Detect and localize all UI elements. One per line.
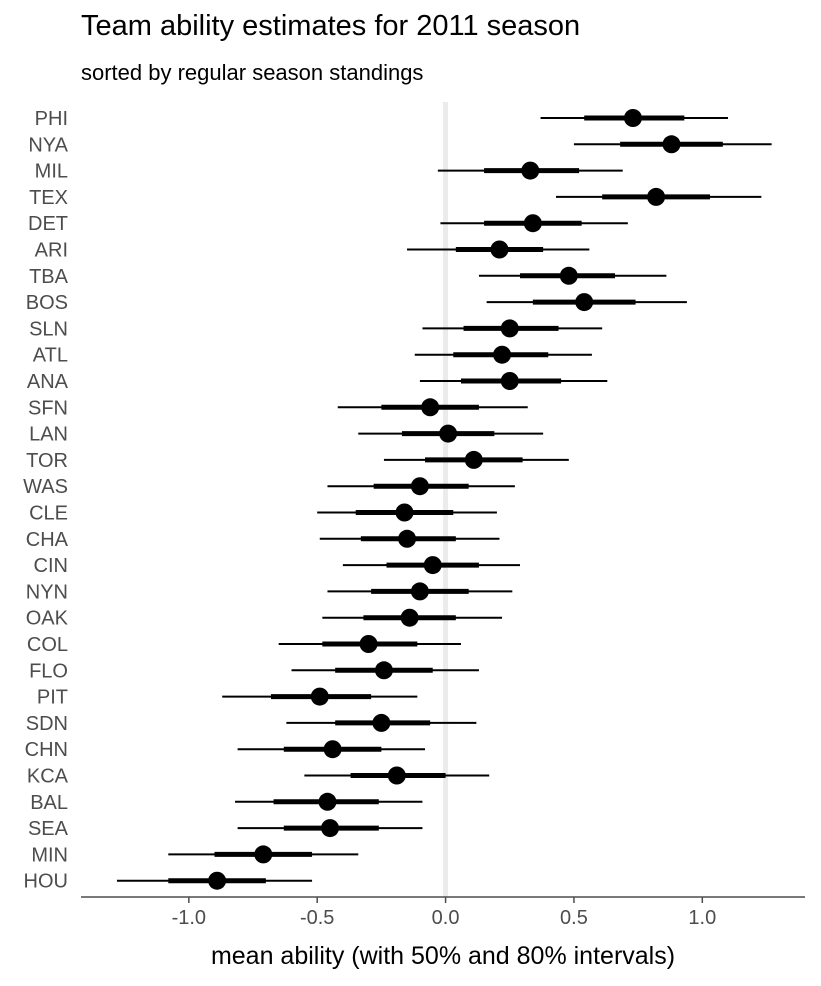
mean-point-was	[410, 477, 429, 496]
mean-point-mil	[521, 161, 540, 180]
mean-point-sln	[500, 319, 519, 338]
mean-point-oak	[400, 608, 419, 627]
y-tick-label-tba: TBA	[29, 266, 69, 288]
y-tick-label-sdn: SDN	[26, 713, 68, 735]
mean-point-atl	[493, 345, 512, 364]
x-tick-label: 0.5	[560, 907, 588, 929]
mean-point-cha	[398, 529, 417, 548]
y-tick-label-ari: ARI	[35, 240, 68, 262]
x-tick-label: 0.0	[432, 907, 460, 929]
mean-point-sdn	[372, 713, 391, 732]
y-tick-label-bos: BOS	[26, 292, 68, 314]
y-tick-label-min: MIN	[31, 844, 68, 866]
y-tick-label-det: DET	[28, 213, 68, 235]
mean-point-tba	[559, 266, 578, 285]
y-tick-label-oak: OAK	[26, 608, 69, 630]
y-tick-label-nya: NYA	[28, 134, 68, 156]
y-tick-label-sea: SEA	[28, 818, 69, 840]
y-tick-label-kca: KCA	[27, 766, 69, 788]
x-tick-label: 1.0	[688, 907, 716, 929]
y-tick-label-was: WAS	[23, 476, 68, 498]
x-axis: -1.0 -0.5 0.0 0.5 1.0	[81, 896, 805, 929]
x-tick-label: -1.0	[172, 907, 206, 929]
mean-point-nyn	[410, 582, 429, 601]
mean-point-ana	[500, 372, 519, 390]
y-tick-label-sln: SLN	[29, 318, 68, 340]
mean-point-phi	[623, 109, 642, 127]
y-tick-label-sfn: SFN	[28, 397, 68, 419]
mean-point-bos	[575, 293, 594, 312]
y-tick-label-atl: ATL	[33, 345, 68, 367]
y-tick-label-mil: MIL	[35, 161, 68, 183]
mean-point-hou	[208, 871, 227, 890]
mean-point-kca	[387, 766, 406, 785]
y-tick-label-flo: FLO	[29, 660, 68, 682]
y-tick-label-tor: TOR	[26, 450, 68, 472]
mean-point-min	[254, 845, 273, 864]
mean-point-tor	[464, 450, 483, 469]
y-tick-label-cin: CIN	[34, 555, 68, 577]
mean-point-det	[523, 214, 542, 233]
y-tick-label-lan: LAN	[29, 424, 68, 446]
y-tick-label-ana: ANA	[27, 371, 69, 393]
mean-point-chn	[323, 740, 342, 759]
y-tick-label-phi: PHI	[35, 108, 68, 130]
mean-point-bal	[318, 792, 337, 811]
mean-point-cin	[423, 556, 442, 575]
point-layer	[208, 109, 681, 890]
y-tick-label-cha: CHA	[26, 529, 69, 551]
mean-point-flo	[374, 661, 393, 680]
mean-point-ari	[490, 240, 509, 259]
y-tick-label-chn: CHN	[25, 739, 68, 761]
mean-point-sea	[321, 819, 340, 838]
y-tick-label-hou: HOU	[24, 871, 68, 893]
y-tick-label-nyn: NYN	[26, 581, 68, 603]
mean-point-lan	[439, 424, 458, 443]
chart-title: Team ability estimates for 2011 season	[81, 10, 581, 42]
y-tick-label-bal: BAL	[30, 792, 68, 814]
y-tick-label-cle: CLE	[29, 503, 68, 525]
mean-point-cle	[395, 503, 414, 522]
x-axis-label: mean ability (with 50% and 80% intervals…	[211, 942, 675, 970]
y-tick-label-tex: TEX	[29, 187, 68, 209]
chart-subtitle: sorted by regular season standings	[81, 60, 424, 85]
y-tick-label-pit: PIT	[37, 687, 68, 709]
mean-point-sfn	[421, 398, 440, 417]
y-tick-label-col: COL	[27, 634, 68, 656]
mean-point-col	[359, 635, 378, 653]
mean-point-nya	[662, 135, 681, 154]
mean-point-pit	[310, 687, 329, 706]
mean-point-tex	[647, 187, 666, 206]
x-tick-label: -0.5	[300, 907, 334, 929]
y-tick-labels: PHI NYA MIL TEX DET ARI TBA BOS SLN ATL ANA SFN LAN T…	[23, 108, 68, 893]
